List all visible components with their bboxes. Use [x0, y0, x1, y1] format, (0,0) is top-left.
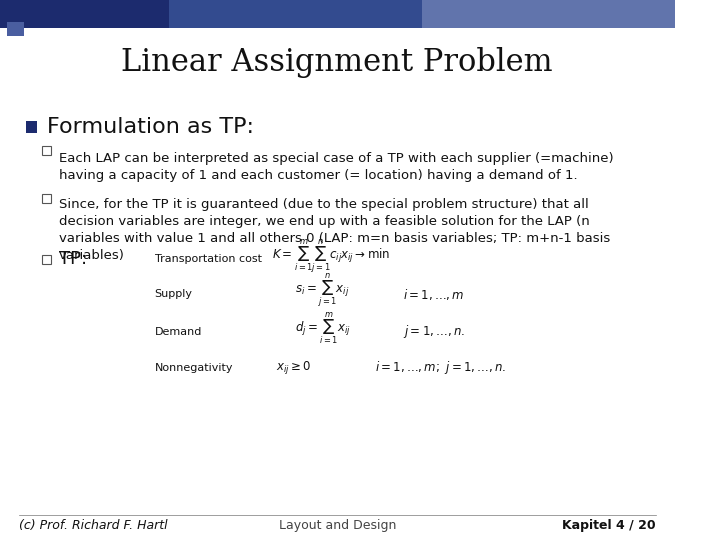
Text: $j = 1,\ldots,n.$: $j = 1,\ldots,n.$	[403, 323, 465, 341]
FancyBboxPatch shape	[0, 0, 675, 28]
Text: $K = \sum_{i=1}^{m}\sum_{j=1}^{n}c_{ij}x_{ij}\rightarrow\min$: $K = \sum_{i=1}^{m}\sum_{j=1}^{n}c_{ij}x…	[271, 237, 390, 275]
Text: $x_{ij} \geq 0$: $x_{ij} \geq 0$	[276, 360, 312, 376]
Text: (c) Prof. Richard F. Hartl: (c) Prof. Richard F. Hartl	[19, 519, 167, 532]
Text: $s_i = \sum_{j=1}^{n}x_{ij}$: $s_i = \sum_{j=1}^{n}x_{ij}$	[295, 271, 349, 309]
Text: Since, for the TP it is guaranteed (due to the special problem structure) that a: Since, for the TP it is guaranteed (due …	[59, 198, 611, 262]
FancyBboxPatch shape	[7, 4, 24, 20]
Text: $i = 1,\ldots,m$: $i = 1,\ldots,m$	[403, 287, 464, 301]
Text: $d_j = \sum_{i=1}^{m}x_{ij}$: $d_j = \sum_{i=1}^{m}x_{ij}$	[295, 310, 351, 346]
FancyBboxPatch shape	[7, 22, 24, 36]
Text: $i = 1,\ldots,m;\ j = 1,\ldots,n.$: $i = 1,\ldots,m;\ j = 1,\ldots,n.$	[374, 360, 506, 376]
Text: Linear Assignment Problem: Linear Assignment Problem	[122, 46, 553, 78]
Text: Transportation cost: Transportation cost	[155, 254, 261, 264]
Text: Layout and Design: Layout and Design	[279, 519, 396, 532]
Text: Formulation as TP:: Formulation as TP:	[47, 117, 254, 137]
FancyBboxPatch shape	[168, 0, 675, 28]
Text: Each LAP can be interpreted as special case of a TP with each supplier (=machine: Each LAP can be interpreted as special c…	[59, 152, 613, 182]
Text: Supply: Supply	[155, 289, 192, 299]
FancyBboxPatch shape	[422, 0, 675, 28]
Text: Kapitel 4 / 20: Kapitel 4 / 20	[562, 519, 656, 532]
Text: Demand: Demand	[155, 327, 202, 337]
Text: TP:: TP:	[59, 250, 87, 268]
Text: Nonnegativity: Nonnegativity	[155, 363, 233, 373]
FancyBboxPatch shape	[26, 121, 37, 133]
